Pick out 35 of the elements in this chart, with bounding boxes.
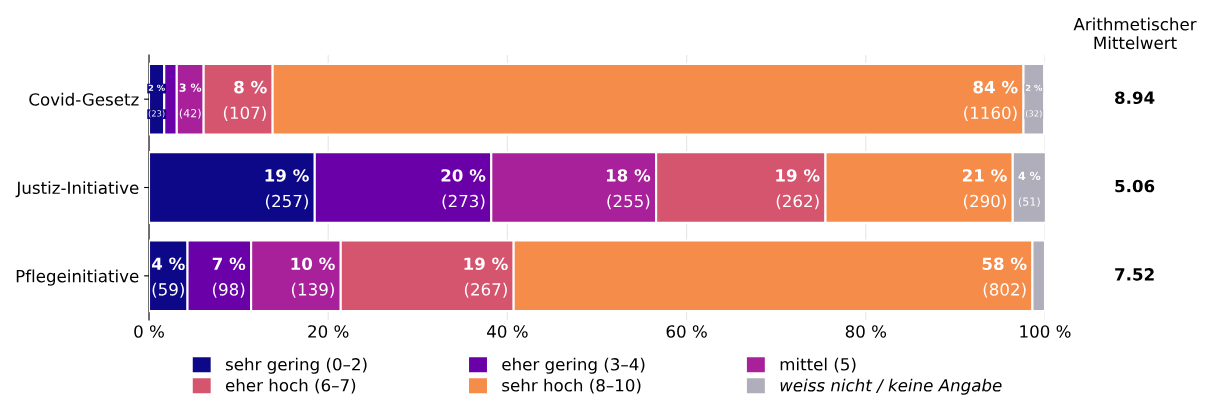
data-label: 18 % (255) [606,169,651,210]
data-label: 20 % (273) [441,169,486,210]
legend-label: sehr gering (0–2) [225,357,367,374]
x-tick-label: 60 % [666,325,707,338]
x-tick-label: 0 % [134,325,164,338]
text: 5.06 [1115,179,1155,193]
data-label: 4 % (59) [151,257,185,298]
text: 7.52 [1115,268,1154,281]
x-tick-label: 40 % [487,325,528,338]
data-label: 84 % (1160) [964,80,1018,121]
y-tick-label: Justiz-Initiative [15,181,139,198]
legend-label: eher gering (3–4) [502,357,645,374]
data-label: 8 % (107) [223,80,267,121]
data-label: 19 % (257) [265,169,309,210]
text: 8.94 [1115,91,1155,104]
legend-label: eher hoch (6–7) [225,378,356,394]
y-tick-label: Covid-Gesetz [29,92,139,106]
text: 2 % (23) [148,84,165,118]
text: Arithmetischer Mittelwert [1073,17,1197,50]
data-label: 19 % (262) [776,169,820,210]
data-label: 10 % (139) [291,257,335,298]
text: 3 % (42) [179,83,202,119]
legend-label: sehr hoch (8–10) [502,378,641,394]
y-tick-label: Pflegeinitiative [16,269,139,286]
legend-label: weiss nicht / keine Angabe [780,378,1002,395]
data-label: 19 % (267) [464,257,508,298]
x-tick-label: 100 % [1020,325,1071,338]
text: 4 % (51) [1018,171,1041,208]
x-tick-label: 80 % [845,325,887,338]
data-label: 7 % (98) [212,257,246,298]
data-label: 21 % (290) [962,169,1007,210]
legend-label: mittel (5) [780,357,856,373]
x-tick-label: 20 % [308,325,349,338]
text: 2 % (32) [1025,84,1043,118]
data-label: 58 % (802) [982,257,1027,298]
